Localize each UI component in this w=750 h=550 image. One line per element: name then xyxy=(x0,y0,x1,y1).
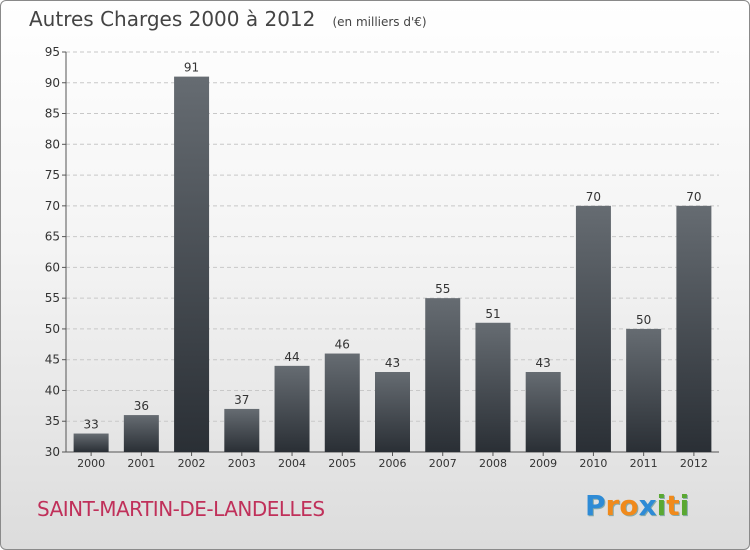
y-tick-label: 75 xyxy=(45,168,60,182)
logo-letter: t xyxy=(666,489,680,522)
bar-value-label: 55 xyxy=(435,282,450,296)
y-tick-label: 60 xyxy=(45,260,60,274)
bar-value-label: 33 xyxy=(83,418,98,432)
chart-title: Autres Charges 2000 à 2012 xyxy=(29,7,316,31)
bar-value-label: 37 xyxy=(234,393,249,407)
bar-value-label: 43 xyxy=(385,356,400,370)
bar xyxy=(575,205,611,452)
logo-letter: i xyxy=(656,489,667,522)
bar xyxy=(626,328,662,452)
logo-letter: x xyxy=(638,489,657,522)
y-tick-label: 40 xyxy=(45,383,60,397)
proxiti-logo: Proxiti xyxy=(585,489,689,522)
bar xyxy=(425,298,461,452)
bar xyxy=(73,433,109,452)
title-block: Autres Charges 2000 à 2012 (en milliers … xyxy=(29,7,427,31)
bar xyxy=(123,415,159,452)
y-tick-label: 80 xyxy=(45,137,60,151)
y-tick-label: 55 xyxy=(45,291,60,305)
x-tick-label: 2008 xyxy=(479,457,507,470)
x-tick-label: 2003 xyxy=(228,457,256,470)
bar-value-label: 36 xyxy=(134,399,149,413)
bar-value-label: 43 xyxy=(536,356,551,370)
y-tick-label: 30 xyxy=(45,445,60,459)
x-tick-label: 2011 xyxy=(630,457,658,470)
bar xyxy=(475,322,511,452)
y-tick-label: 85 xyxy=(45,107,60,121)
bar-value-label: 70 xyxy=(586,190,601,204)
bar xyxy=(324,353,360,452)
bar xyxy=(224,408,260,452)
y-tick-label: 50 xyxy=(45,322,60,336)
x-tick-label: 2006 xyxy=(379,457,407,470)
bar-value-label: 70 xyxy=(686,190,701,204)
bar xyxy=(525,372,561,452)
bar xyxy=(375,372,410,452)
bar xyxy=(274,365,310,452)
bar-value-label: 50 xyxy=(636,313,651,327)
logo-letter: i xyxy=(679,489,690,522)
x-tick-label: 2010 xyxy=(579,457,607,470)
bar-value-label: 46 xyxy=(335,338,350,352)
x-tick-label: 2007 xyxy=(429,457,457,470)
x-tick-label: 2002 xyxy=(178,457,206,470)
y-tick-label: 90 xyxy=(45,76,60,90)
x-tick-label: 2004 xyxy=(278,457,306,470)
logo-letter: r xyxy=(605,489,620,522)
bar-value-label: 51 xyxy=(485,307,500,321)
bar xyxy=(174,76,210,452)
y-tick-label: 95 xyxy=(45,45,60,59)
logo-letter: P xyxy=(585,489,606,522)
y-tick-label: 35 xyxy=(45,414,60,428)
y-tick-label: 65 xyxy=(45,230,60,244)
commune-name: SAINT-MARTIN-DE-LANDELLES xyxy=(37,497,325,521)
bar xyxy=(676,205,712,452)
x-tick-label: 2005 xyxy=(328,457,356,470)
y-tick-label: 70 xyxy=(45,199,60,213)
x-tick-label: 2009 xyxy=(529,457,557,470)
bar-value-label: 44 xyxy=(284,350,299,364)
y-tick-label: 45 xyxy=(45,353,60,367)
logo-letter: o xyxy=(619,489,639,522)
x-tick-label: 2000 xyxy=(77,457,105,470)
bar-value-label: 91 xyxy=(184,61,199,75)
x-tick-label: 2012 xyxy=(680,457,708,470)
chart-subtitle: (en milliers d'€) xyxy=(332,15,427,29)
x-tick-label: 2001 xyxy=(127,457,155,470)
